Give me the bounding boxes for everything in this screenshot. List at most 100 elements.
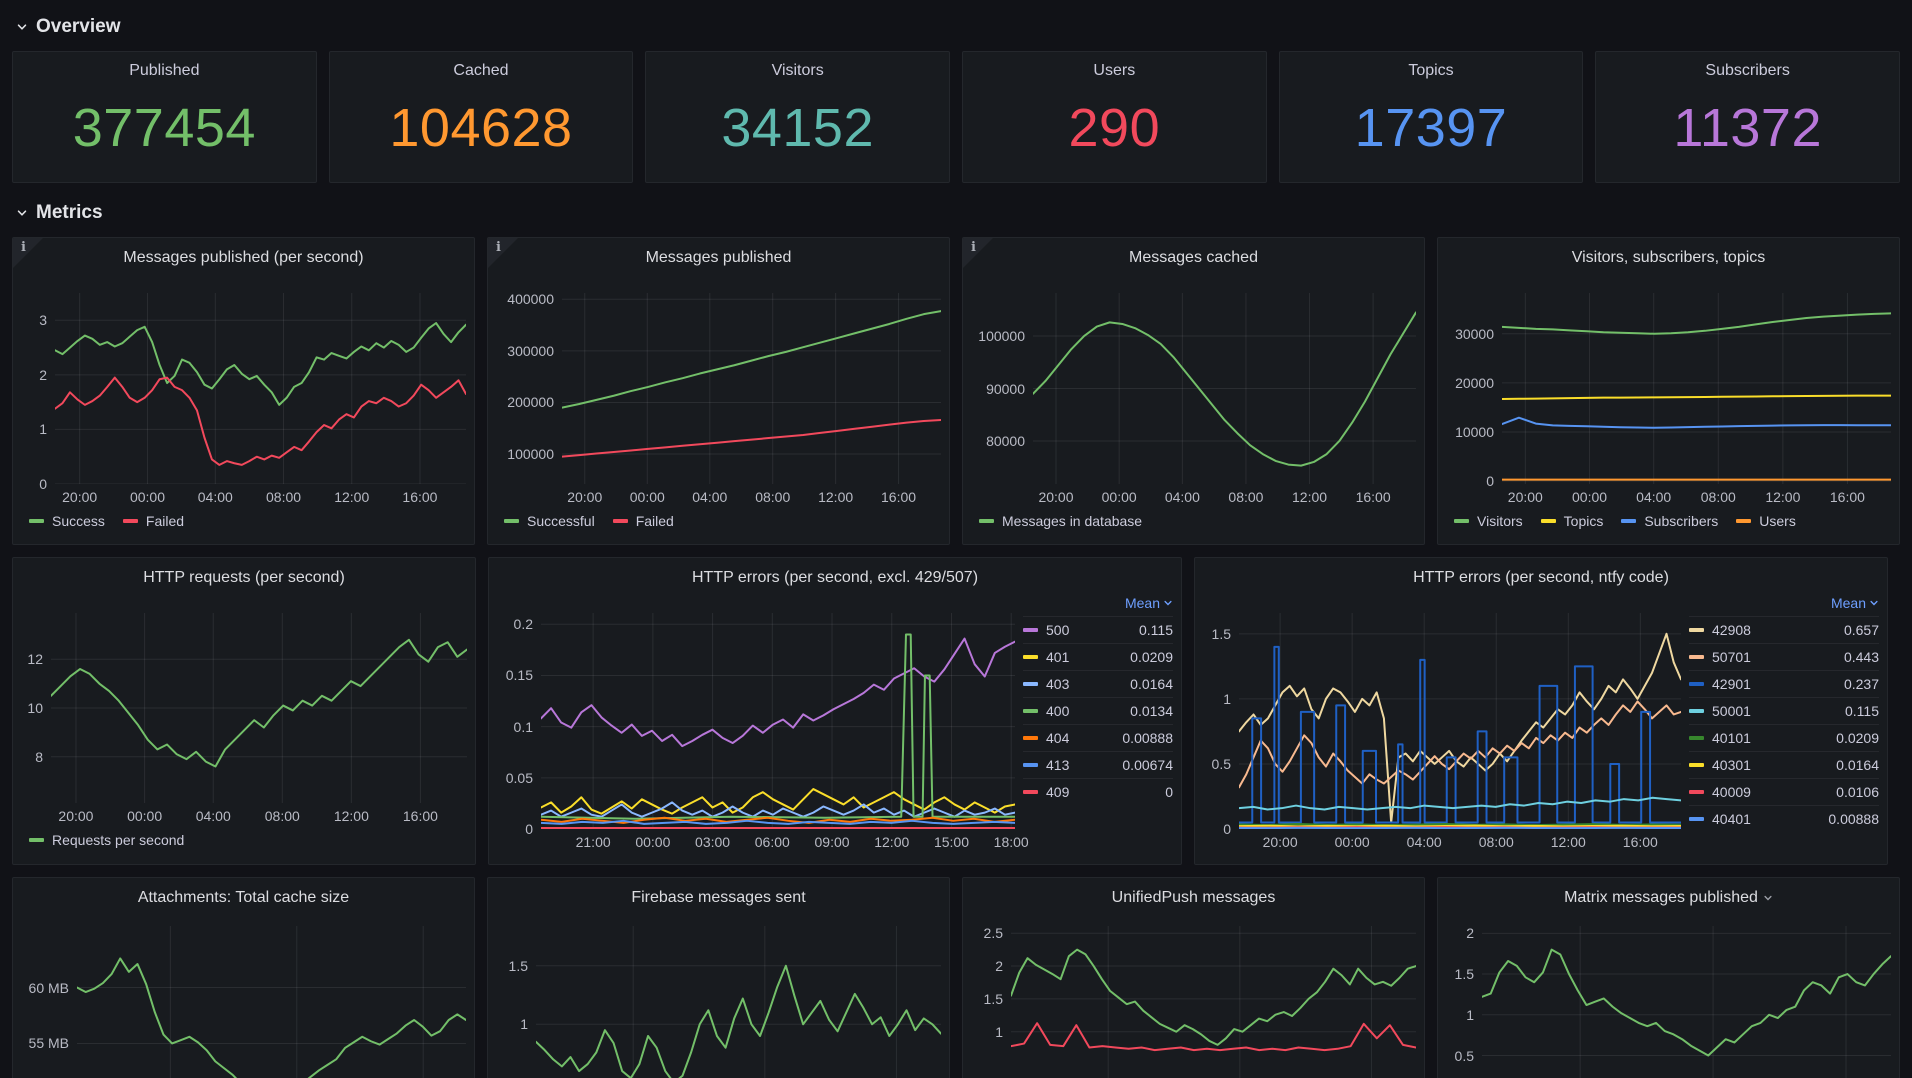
legend-swatch (1023, 628, 1038, 632)
x-axis-tick-label: 18:00 (993, 834, 1029, 850)
legend-swatch (1023, 682, 1038, 686)
legend-table-sort-mean[interactable]: Mean (1689, 590, 1879, 616)
chart-canvas[interactable] (536, 926, 941, 1078)
legend-item-messages-in-database[interactable]: Messages in database (979, 513, 1142, 529)
legend-row-400[interactable]: 400 0.0134 (1023, 697, 1173, 724)
chart-canvas[interactable] (1502, 293, 1891, 484)
chart-canvas[interactable] (55, 293, 466, 484)
y-axis-tick-label: 1 (1466, 1006, 1474, 1023)
legend-item-users[interactable]: Users (1736, 513, 1796, 529)
panel-http-requests: HTTP requests (per second) 12 10 8 20:00 00:0… (12, 557, 476, 865)
panel-title[interactable]: HTTP errors (per second, ntfy code) (1195, 566, 1887, 590)
y-axis-tick-label: 80000 (986, 432, 1025, 449)
section-header-overview[interactable]: Overview (12, 0, 1900, 51)
legend-item-successful[interactable]: Successful (504, 513, 595, 529)
chart-canvas[interactable] (1239, 613, 1681, 829)
panel-title[interactable]: Attachments: Total cache size (13, 886, 474, 910)
chart-canvas[interactable] (541, 613, 1015, 829)
legend-row-404[interactable]: 404 0.00888 (1023, 724, 1173, 751)
legend-row-40101[interactable]: 40101 0.0209 (1689, 724, 1879, 751)
legend-row-40401[interactable]: 40401 0.00888 (1689, 805, 1879, 832)
legend-row-42908[interactable]: 42908 0.657 (1689, 616, 1879, 643)
panel-firebase-messages-sent: Firebase messages sent 1.5 1 0.5 (487, 877, 950, 1078)
legend-row-409[interactable]: 409 0 (1023, 778, 1173, 805)
legend-row-401[interactable]: 401 0.0209 (1023, 643, 1173, 670)
metrics-row-3: Attachments: Total cache size 60 MB 55 MB … (12, 877, 1900, 1078)
stat-panel-cached: Cached 104628 (328, 51, 634, 183)
x-axis-tick-label: 20:00 (1262, 834, 1298, 850)
stat-title: Topics (1408, 62, 1454, 79)
panel-title[interactable]: Messages published (per second) (13, 246, 474, 270)
legend-row-42901[interactable]: 42901 0.237 (1689, 670, 1879, 697)
series-line-50001 (1239, 798, 1681, 810)
panel-title[interactable]: HTTP requests (per second) (13, 566, 475, 590)
panel-unifiedpush-messages: UnifiedPush messages 2.5 2 1.5 1 (962, 877, 1425, 1078)
legend-label: Users (1759, 513, 1796, 529)
panel-info-icon[interactable] (13, 238, 43, 268)
chart-canvas[interactable] (562, 293, 941, 484)
chart-canvas[interactable] (1482, 926, 1891, 1078)
legend-item-failed[interactable]: Failed (122, 513, 184, 529)
panel-title[interactable]: Messages cached (963, 246, 1424, 270)
legend-row-40009[interactable]: 40009 0.0106 (1689, 778, 1879, 805)
panel-title[interactable]: Messages published (488, 246, 949, 270)
y-axis-tick-label: 2.5 (983, 925, 1003, 942)
panel-title[interactable]: UnifiedPush messages (963, 886, 1424, 910)
legend-row-500[interactable]: 500 0.115 (1023, 616, 1173, 643)
panel-title[interactable]: Visitors, subscribers, topics (1438, 246, 1899, 270)
stat-title: Users (1093, 62, 1136, 79)
chart-canvas[interactable] (51, 613, 467, 803)
x-axis-tick-label: 16:00 (402, 808, 438, 824)
legend-row-403[interactable]: 403 0.0164 (1023, 670, 1173, 697)
panel-info-icon[interactable] (488, 238, 518, 268)
panel-title[interactable]: Matrix messages published (1438, 886, 1899, 910)
x-axis-tick-label: 20:00 (58, 808, 94, 824)
legend-row-413[interactable]: 413 0.00674 (1023, 751, 1173, 778)
chevron-down-icon (17, 210, 27, 216)
panel-title[interactable]: Firebase messages sent (488, 886, 949, 910)
y-axis-tick-label: 1.5 (508, 957, 528, 974)
legend-item-failed[interactable]: Failed (612, 513, 674, 529)
legend-label: 413 (1046, 757, 1070, 773)
y-axis-tick-label: 1.5 (1211, 625, 1231, 642)
plot-area: 30000 20000 10000 0 20:00 00:00 04:00 08:00 12:0… (1446, 270, 1891, 536)
panel-visitors-subscribers-topics: Visitors, subscribers, topics 30000 20000 1… (1437, 237, 1900, 545)
legend-label: 500 (1046, 622, 1070, 638)
legend-item-visitors[interactable]: Visitors (1454, 513, 1523, 529)
x-axis: 20:00 00:00 04:00 08:00 12:00 16:00 (1239, 829, 1681, 851)
legend: Visitors Topics Subscribers Users (1454, 510, 1891, 532)
chart-canvas[interactable] (77, 926, 466, 1078)
legend-row-50001[interactable]: 50001 0.115 (1689, 697, 1879, 724)
legend-item-subscribers[interactable]: Subscribers (1621, 513, 1718, 529)
x-axis-tick-label: 15:00 (933, 834, 969, 850)
panel-info-icon[interactable] (963, 238, 993, 268)
plot-region: 12 10 8 (21, 613, 467, 803)
legend-row-50701[interactable]: 50701 0.443 (1689, 643, 1879, 670)
legend-item-requests-per-second[interactable]: Requests per second (29, 832, 184, 848)
x-axis-tick-label: 00:00 (127, 808, 163, 824)
section-header-metrics[interactable]: Metrics (12, 183, 1900, 237)
legend-swatch (1540, 519, 1556, 523)
chart-canvas[interactable] (1033, 293, 1416, 484)
y-axis-tick-label: 0.5 (496, 1075, 528, 1078)
panel-body: 100000 90000 80000 20:00 00:00 04:00 08:00 12:0… (963, 270, 1424, 544)
x-axis-tick-label: 00:00 (1101, 489, 1137, 505)
plot-region: 1.5 1 0.5 0 (1203, 613, 1681, 837)
section-title-metrics: Metrics (36, 202, 103, 223)
stat-title: Visitors (771, 62, 824, 79)
legend-table-sort-mean[interactable]: Mean (1023, 590, 1173, 616)
legend-row-40301[interactable]: 40301 0.0164 (1689, 751, 1879, 778)
panel-body: 400000 300000 200000 100000 20:00 00:00 04:00 0… (488, 270, 949, 544)
panel-title[interactable]: HTTP errors (per second, excl. 429/507) (489, 566, 1181, 590)
x-axis: 20:00 00:00 04:00 08:00 12:00 16:00 (1502, 484, 1891, 506)
series-line-unifiedpush (1011, 950, 1416, 1045)
legend-swatch (1689, 736, 1704, 740)
chart-canvas[interactable] (1011, 926, 1416, 1078)
y-axis-tick-label: 12 (27, 651, 43, 668)
panel-body: 60 MB 55 MB (13, 910, 474, 1078)
legend-label: 404 (1046, 730, 1070, 746)
legend-item-topics[interactable]: Topics (1540, 513, 1603, 529)
x-axis-tick-label: 20:00 (1038, 489, 1074, 505)
legend-item-success[interactable]: Success (29, 513, 105, 529)
stat-title: Cached (453, 62, 509, 79)
